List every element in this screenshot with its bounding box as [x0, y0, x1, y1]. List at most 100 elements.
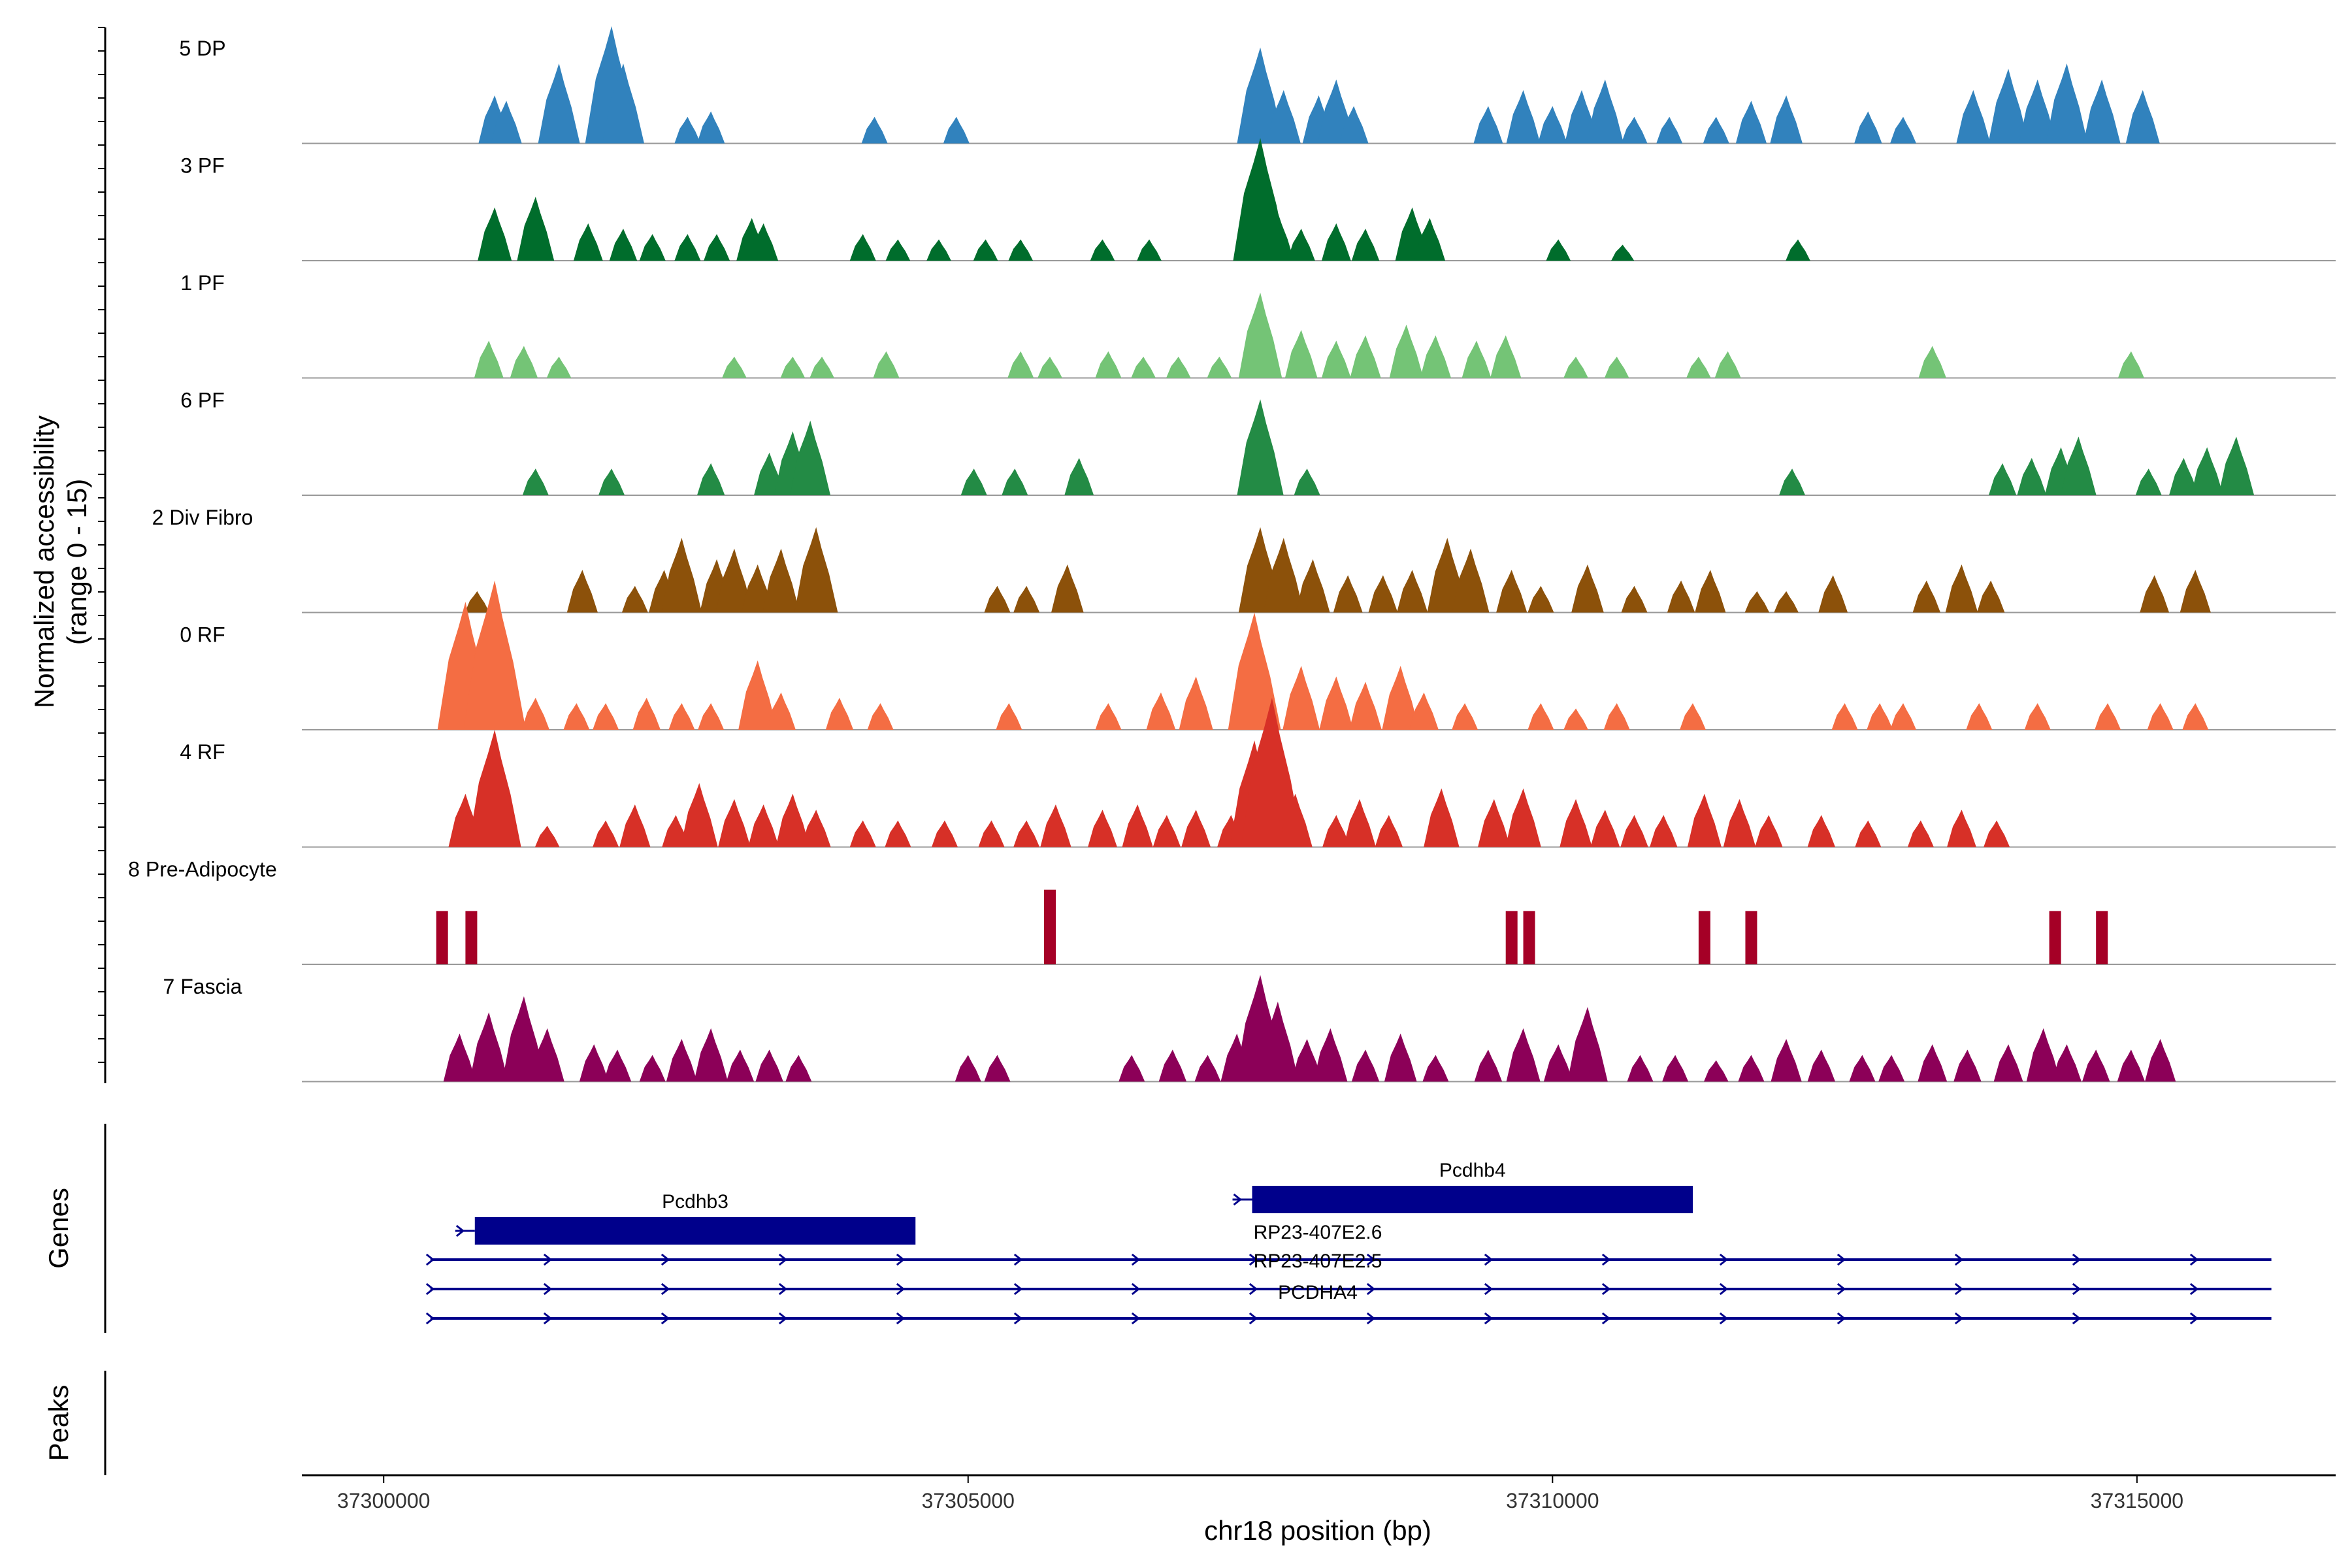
- coverage-peak: [521, 698, 550, 730]
- coverage-peak: [1786, 239, 1810, 261]
- coverage-peak: [1621, 116, 1648, 144]
- coverage-peak: [1122, 804, 1153, 847]
- coverage-peak: [1723, 799, 1756, 847]
- coverage-peak: [873, 351, 900, 378]
- coverage-peak: [598, 468, 625, 495]
- coverage-tracks: 5 DP 3 PF 1 PF 6 PF 2 Div Fibro 0 RF 4 RF 8 Pre…: [128, 25, 2336, 1083]
- coverage-peak: [973, 239, 998, 261]
- coverage-peak: [1988, 69, 2029, 144]
- coverage-peak: [1571, 564, 1604, 613]
- coverage-peak: [825, 698, 854, 730]
- coverage-peak: [666, 1039, 698, 1082]
- coverage-peak: [1662, 1054, 1689, 1082]
- coverage-peak: [1422, 1054, 1449, 1082]
- strand-arrow: [1837, 1282, 1846, 1296]
- coverage-peak: [696, 463, 725, 495]
- coverage-peak: [1988, 463, 2017, 495]
- coverage-peak: [694, 1028, 728, 1082]
- strand-arrow: [1484, 1253, 1494, 1266]
- coverage-peak: [1506, 1028, 1541, 1082]
- peaks-panel-title: Peaks: [43, 1385, 74, 1462]
- coverage-peak: [1586, 79, 1624, 144]
- coverage-peak: [931, 820, 958, 847]
- coverage-peak: [2191, 447, 2224, 495]
- coverage-peak: [1207, 356, 1232, 378]
- track-4: 6 PF: [180, 389, 2336, 496]
- coverage-peak: [960, 468, 987, 495]
- coverage-peak: [579, 1044, 609, 1082]
- coverage-peak: [885, 239, 911, 261]
- coverage-peak: [1650, 815, 1678, 847]
- gene-label: PCDHA4: [1278, 1282, 1358, 1303]
- strand-arrow: [778, 1253, 788, 1266]
- strand-arrow: [1233, 1193, 1242, 1206]
- coverage-peak: [443, 1034, 476, 1082]
- coverage-peak: [632, 698, 661, 730]
- coverage-peak: [2061, 436, 2097, 495]
- x-axis-title: chr18 position (bp): [1204, 1515, 1431, 1546]
- coverage-peak: [2019, 79, 2057, 144]
- coverage-peak: [1779, 468, 1806, 495]
- coverage-peak: [522, 468, 549, 495]
- strand-arrow: [2072, 1312, 2082, 1325]
- coverage-peak: [718, 799, 751, 847]
- coverage-peak: [2026, 1028, 2061, 1082]
- strand-arrow: [2072, 1253, 2082, 1266]
- strand-arrow: [1249, 1253, 1258, 1266]
- coverage-peak: [1703, 116, 1729, 144]
- coverage-bar: [2096, 911, 2108, 964]
- y-axis-title-line1: Normalized accessibility: [29, 416, 59, 708]
- coverage-y-ticks: [98, 27, 105, 1063]
- strand-arrow: [1484, 1312, 1494, 1325]
- strand-arrow: [543, 1312, 553, 1325]
- coverage-peak: [2046, 63, 2088, 144]
- coverage-peak: [1735, 101, 1767, 144]
- strand-arrow: [2189, 1282, 2199, 1296]
- coverage-peak: [474, 340, 504, 378]
- coverage-peak: [1095, 351, 1122, 378]
- strand-arrow: [1013, 1282, 1023, 1296]
- coverage-peak: [867, 703, 894, 730]
- coverage-peak: [1567, 1007, 1608, 1082]
- strand-arrow: [896, 1282, 906, 1296]
- coverage-peak: [1953, 1049, 1982, 1082]
- coverage-peak: [1755, 815, 1783, 847]
- coverage-bar: [1044, 889, 1056, 964]
- coverage-peak: [1770, 95, 1803, 144]
- coverage-peak: [984, 1054, 1011, 1082]
- coverage-peak: [1278, 793, 1313, 847]
- coverage-peak: [593, 703, 619, 730]
- coverage-peak: [1878, 1054, 1905, 1082]
- coverage-peak: [1527, 585, 1554, 613]
- coverage-peak: [1040, 804, 1071, 847]
- coverage-peak: [546, 356, 572, 378]
- coverage-peak: [1918, 346, 1946, 378]
- coverage-peak: [2095, 703, 2121, 730]
- coverage-peak: [1478, 799, 1511, 847]
- x-tick-label: 37310000: [1506, 1489, 1599, 1512]
- coverage-peak: [1527, 703, 1554, 730]
- strand-arrow: [778, 1312, 788, 1325]
- coverage-peak: [1714, 351, 1741, 378]
- coverage-peak: [674, 234, 701, 261]
- coverage-peak: [1496, 570, 1527, 613]
- coverage-peak: [780, 356, 806, 378]
- x-tick-label: 37305000: [922, 1489, 1015, 1512]
- coverage-peak: [1088, 809, 1117, 847]
- coverage-peak: [955, 1054, 981, 1082]
- coverage-peak: [1452, 703, 1478, 730]
- strand-arrow: [1719, 1253, 1729, 1266]
- track-label: 6 PF: [180, 389, 225, 412]
- coverage-peak: [534, 825, 560, 847]
- coverage-peak: [1505, 788, 1541, 847]
- coverage-peak: [2147, 703, 2174, 730]
- track-label: 8 Pre-Adipocyte: [128, 858, 277, 881]
- coverage-peak: [1604, 356, 1629, 378]
- coverage-peak: [1264, 538, 1304, 613]
- coverage-peak: [1993, 1044, 2023, 1082]
- strand-arrow: [1837, 1312, 1846, 1325]
- coverage-peak: [1854, 111, 1882, 144]
- coverage-peak: [2182, 703, 2209, 730]
- coverage-peak: [668, 703, 695, 730]
- coverage-peak: [2052, 1044, 2082, 1082]
